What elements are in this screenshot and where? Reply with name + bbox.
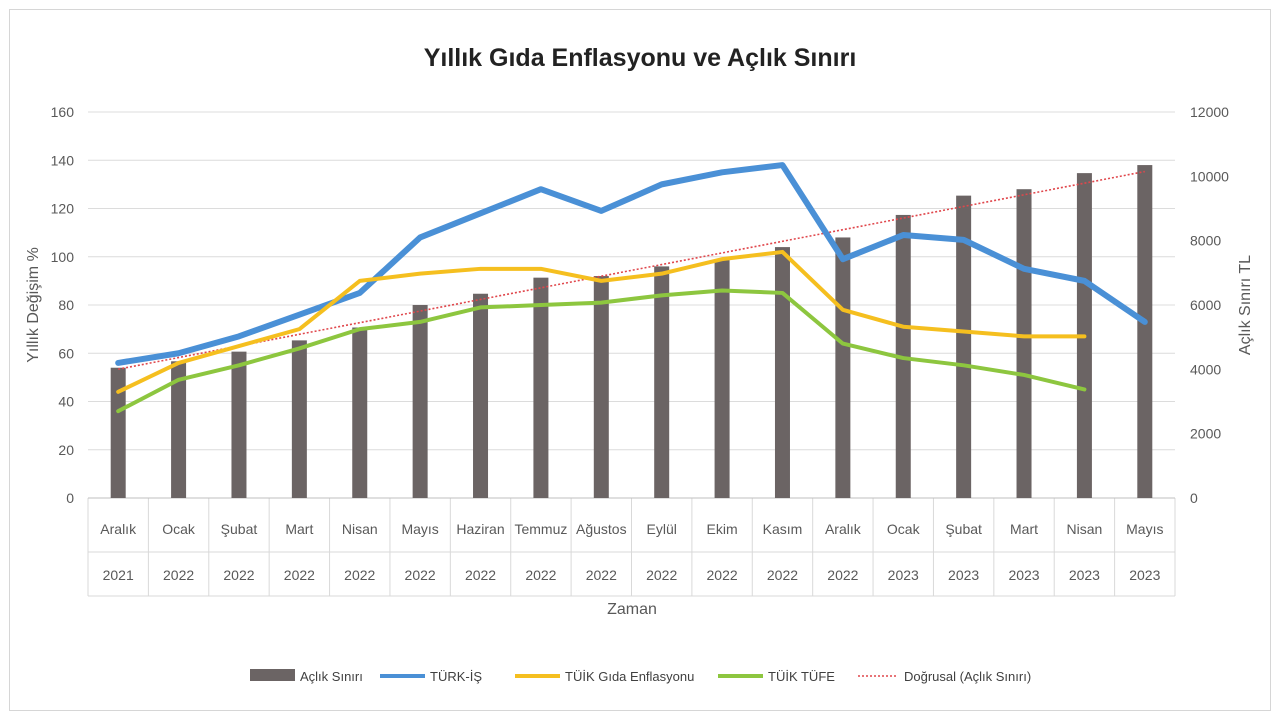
- x-tick-year: 2022: [344, 567, 375, 583]
- bar: [956, 195, 972, 498]
- y-axis-title: Yıllık Değişim %: [25, 247, 42, 363]
- bar: [231, 351, 247, 498]
- y2-tick-label: 8000: [1190, 233, 1221, 249]
- bar: [473, 293, 489, 498]
- ticks-group: 0 20 40 60 80 100 120 140 160 0 2000 4000 6000 8000 10…: [51, 104, 1230, 583]
- y2-axis-title: Açlık Sınırı TL: [1237, 255, 1254, 355]
- lines-group: [115, 162, 1148, 414]
- bar: [412, 305, 428, 498]
- y-tick-label: 160: [51, 104, 75, 120]
- x-tick-year: 2023: [948, 567, 979, 583]
- x-axis-title: Zaman: [607, 601, 657, 618]
- x-tick-year: 2022: [767, 567, 798, 583]
- x-tick-year: 2023: [1008, 567, 1039, 583]
- x-tick-month: Ocak: [162, 521, 196, 537]
- x-tick-month: Nisan: [1067, 521, 1103, 537]
- bar: [110, 367, 126, 498]
- x-tick-month: Nisan: [342, 521, 378, 537]
- x-tick-year: 2022: [586, 567, 617, 583]
- x-tick-year: 2022: [827, 567, 858, 583]
- y-tick-label: 140: [51, 152, 75, 168]
- x-tick-month: Mayıs: [1126, 521, 1163, 537]
- y2-tick-label: 12000: [1190, 104, 1229, 120]
- y-tick-label: 100: [51, 249, 75, 265]
- y2-tick-label: 10000: [1190, 168, 1229, 184]
- x-tick-month: Aralık: [100, 521, 137, 537]
- bar: [774, 247, 790, 498]
- legend-label: TÜİK Gıda Enflasyonu: [565, 669, 694, 684]
- x-tick-month: Şubat: [221, 521, 258, 537]
- x-tick-month: Aralık: [825, 521, 862, 537]
- y2-tick-label: 2000: [1190, 426, 1221, 442]
- x-tick-year: 2022: [707, 567, 738, 583]
- series-line: [116, 249, 1087, 394]
- x-tick-year: 2022: [405, 567, 436, 583]
- bar: [593, 276, 609, 498]
- x-tick-month: Temmuz: [514, 521, 567, 537]
- y2-tick-label: 6000: [1190, 297, 1221, 313]
- chart-title: Yıllık Gıda Enflasyonu ve Açlık Sınırı: [424, 44, 857, 72]
- legend-label: Doğrusal (Açlık Sınırı): [904, 669, 1031, 684]
- x-tick-year: 2022: [163, 567, 194, 583]
- y-tick-label: 20: [58, 442, 74, 458]
- x-tick-year: 2023: [888, 567, 919, 583]
- legend-label: TÜİK TÜFE: [768, 669, 835, 684]
- y-tick-label: 120: [51, 201, 75, 217]
- chart-frame: [9, 9, 1271, 711]
- x-tick-year: 2022: [465, 567, 496, 583]
- x-tick-month: Ekim: [707, 521, 738, 537]
- x-tick-year: 2022: [525, 567, 556, 583]
- x-tick-month: Mayıs: [401, 521, 438, 537]
- x-tick-year: 2022: [223, 567, 254, 583]
- y2-tick-label: 0: [1190, 490, 1198, 506]
- series-line: [115, 162, 1148, 366]
- x-tick-month: Mart: [1010, 521, 1038, 537]
- bar: [835, 237, 851, 498]
- bar: [1137, 165, 1153, 498]
- bar: [714, 259, 730, 498]
- y-tick-label: 60: [58, 345, 74, 361]
- bar: [533, 277, 549, 498]
- bar: [654, 266, 670, 498]
- x-tick-month: Kasım: [763, 521, 803, 537]
- x-tick-month: Şubat: [945, 521, 982, 537]
- x-tick-year: 2022: [646, 567, 677, 583]
- bars-group: [110, 165, 1153, 498]
- y2-tick-label: 4000: [1190, 361, 1221, 377]
- series-line: [116, 288, 1087, 414]
- trendline-group: [118, 170, 1145, 370]
- trendline: [118, 170, 1145, 370]
- bar: [171, 361, 187, 498]
- x-tick-year: 2021: [103, 567, 134, 583]
- x-tick-year: 2023: [1069, 567, 1100, 583]
- y-tick-label: 80: [58, 297, 74, 313]
- x-tick-month: Ocak: [887, 521, 921, 537]
- legend-label: Açlık Sınırı: [300, 669, 363, 684]
- y-tick-label: 40: [58, 394, 74, 410]
- legend-label: TÜRK-İŞ: [430, 669, 482, 684]
- bar: [352, 327, 368, 498]
- bar: [1016, 189, 1032, 498]
- x-tick-month: Mart: [285, 521, 313, 537]
- x-tick-year: 2023: [1129, 567, 1160, 583]
- x-tick-year: 2022: [284, 567, 315, 583]
- bar: [291, 340, 307, 498]
- legend: Açlık Sınırı TÜRK-İŞ TÜİK Gıda Enflasyonu T…: [250, 669, 1031, 684]
- x-tick-month: Ağustos: [576, 521, 627, 537]
- x-tick-month: Eylül: [647, 521, 677, 537]
- x-tick-month: Haziran: [456, 521, 504, 537]
- y-tick-label: 0: [66, 490, 74, 506]
- legend-swatch-bar: [250, 669, 295, 681]
